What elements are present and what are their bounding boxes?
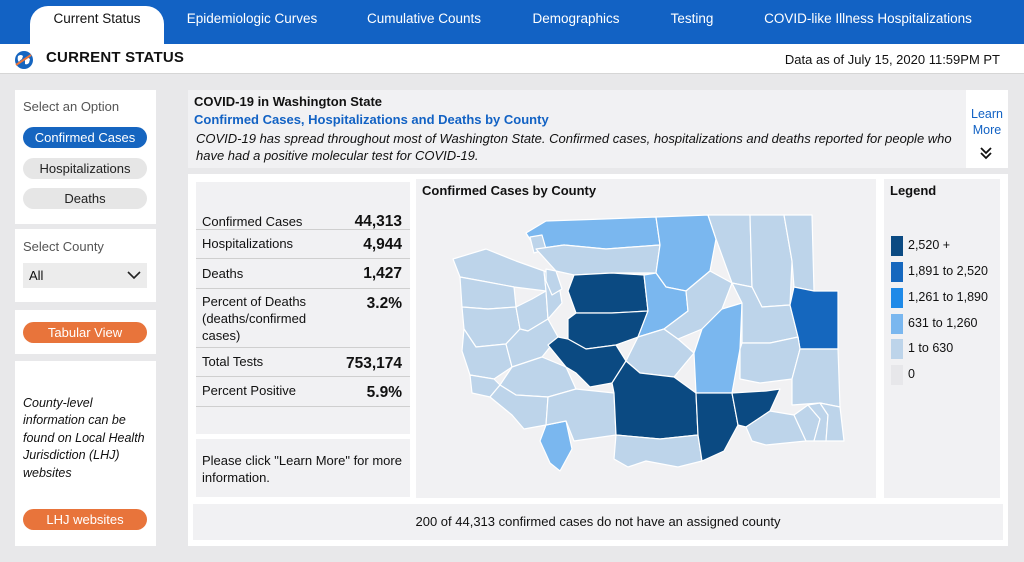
- legend-item: 2,520 +: [891, 236, 1001, 256]
- county-whitman[interactable]: [791, 348, 841, 408]
- stat-row: Total Tests 753,174: [196, 348, 410, 377]
- legend-label: 0: [908, 367, 915, 381]
- county-whatcom[interactable]: [525, 216, 661, 250]
- legend-label: 1,261 to 1,890: [908, 290, 988, 304]
- legend-swatch: [891, 262, 903, 282]
- info-content: COVID-19 in Washington State Confirmed C…: [188, 90, 966, 168]
- legend-label: 1 to 630: [908, 341, 954, 355]
- stat-label: Hospitalizations: [202, 236, 294, 251]
- county-grant[interactable]: [693, 302, 743, 394]
- stat-row: Hospitalizations 4,944: [196, 230, 410, 259]
- county-pacific[interactable]: [461, 328, 513, 380]
- legend-label: 1,891 to 2,520: [908, 264, 988, 278]
- option-hospitalizations[interactable]: Hospitalizations: [23, 158, 147, 179]
- option-panel: Select an Option Confirmed Cases Hospita…: [15, 90, 156, 224]
- legend-item: 0: [891, 365, 1001, 385]
- tab-demographics[interactable]: Demographics: [532, 11, 620, 26]
- county-stevens[interactable]: [749, 214, 793, 308]
- map-legend: Legend 2,520 + 1,891 to 2,520 1,261 to 1…: [884, 179, 1000, 498]
- stat-label: Total Tests: [202, 354, 264, 369]
- legend-item: 631 to 1,260: [891, 314, 1001, 334]
- washington-county-map[interactable]: [416, 179, 876, 498]
- select-county-label: Select County: [23, 239, 104, 254]
- county-klickitat[interactable]: [613, 434, 703, 468]
- legend-label: 631 to 1,260: [908, 316, 978, 330]
- stat-value: 4,944: [363, 236, 402, 253]
- main-panel: Confirmed Cases 44,313 Hospitalizations …: [188, 174, 1008, 546]
- county-island[interactable]: [545, 268, 563, 296]
- tab-current-status[interactable]: Current Status: [30, 6, 164, 44]
- stat-value: 1,427: [363, 265, 402, 282]
- info-description: COVID-19 has spread throughout most of W…: [196, 131, 952, 163]
- stat-label: Confirmed Cases: [202, 214, 303, 229]
- legend-item: 1,891 to 2,520: [891, 262, 1001, 282]
- legend-item: 1 to 630: [891, 339, 1001, 359]
- stat-row: Percent of Deaths (deaths/confirmed case…: [196, 289, 410, 348]
- tabular-panel: Tabular View: [15, 310, 156, 354]
- legend-item: 1,261 to 1,890: [891, 288, 1001, 308]
- lhj-websites-button[interactable]: LHJ websites: [23, 509, 147, 530]
- stat-label: Deaths: [202, 266, 244, 281]
- option-confirmed-cases[interactable]: Confirmed Cases: [23, 127, 147, 148]
- page-title: CURRENT STATUS: [46, 49, 185, 66]
- stats-table: Confirmed Cases 44,313 Hospitalizations …: [196, 182, 410, 434]
- select-option-label: Select an Option: [23, 99, 120, 114]
- legend-swatch: [891, 365, 903, 385]
- county-clark[interactable]: [539, 420, 573, 472]
- lhj-panel: County-level information can be found on…: [15, 361, 156, 546]
- data-as-of: Data as of July 15, 2020 11:59PM PT: [784, 52, 1000, 67]
- county-dropdown-value: All: [29, 268, 44, 283]
- county-asotin[interactable]: [819, 402, 845, 442]
- legend-swatch: [891, 339, 903, 359]
- learn-more-link[interactable]: Learn More: [971, 107, 1003, 137]
- county-skamania[interactable]: [545, 388, 617, 442]
- legend-title: Legend: [890, 183, 937, 198]
- stat-row: Deaths 1,427: [196, 259, 410, 289]
- unassigned-note: 200 of 44,313 confirmed cases do not hav…: [193, 504, 1003, 540]
- stat-row: Confirmed Cases 44,313: [196, 202, 410, 230]
- info-subtitle: Confirmed Cases, Hospitalizations and De…: [194, 112, 549, 127]
- page-header: CURRENT STATUS Data as of July 15, 2020 …: [0, 44, 1024, 74]
- legend-label: 2,520 +: [908, 238, 951, 252]
- legend-swatch: [891, 288, 903, 308]
- tabular-view-button[interactable]: Tabular View: [23, 322, 147, 343]
- info-panel: COVID-19 in Washington State Confirmed C…: [188, 90, 1008, 168]
- stat-value: 753,174: [345, 355, 402, 372]
- map-title: Confirmed Cases by County: [422, 183, 597, 198]
- learn-more-note: Please click "Learn More" for more infor…: [196, 439, 410, 497]
- stat-row: Percent Positive 5.9%: [196, 377, 410, 407]
- double-chevron-down-icon[interactable]: [979, 146, 993, 160]
- stat-label: Percent Positive: [202, 383, 296, 398]
- county-map: Confirmed Cases by County: [416, 179, 876, 498]
- legend-swatch: [891, 236, 903, 256]
- option-deaths[interactable]: Deaths: [23, 188, 147, 209]
- stat-label: Percent of Deaths (deaths/confirmed case…: [202, 294, 307, 343]
- globe-icon: [15, 51, 33, 69]
- stat-value: 5.9%: [366, 384, 402, 401]
- county-dropdown[interactable]: All: [23, 263, 147, 288]
- tab-cumulative-counts[interactable]: Cumulative Counts: [366, 11, 482, 26]
- county-snohomish[interactable]: [567, 272, 649, 314]
- stat-value: 3.2%: [366, 295, 402, 312]
- stat-value: 44,313: [354, 213, 402, 230]
- tab-testing[interactable]: Testing: [670, 11, 714, 26]
- tab-epidemiologic-curves[interactable]: Epidemiologic Curves: [186, 11, 318, 26]
- info-title: COVID-19 in Washington State: [194, 94, 383, 109]
- tab-covid-like-illness-hospitalizations[interactable]: COVID-like Illness Hospitalizations: [764, 11, 972, 26]
- chevron-down-icon: [127, 271, 141, 280]
- legend-swatch: [891, 314, 903, 334]
- lhj-note: County-level information can be found on…: [23, 396, 145, 480]
- county-panel: Select County All: [15, 229, 156, 302]
- county-benton[interactable]: [695, 392, 739, 462]
- top-nav: Current Status Epidemiologic Curves Cumu…: [0, 0, 1024, 44]
- county-adams[interactable]: [739, 336, 801, 384]
